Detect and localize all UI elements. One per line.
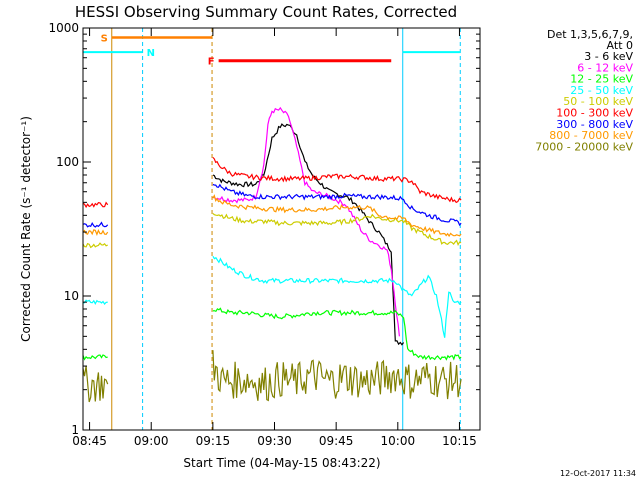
legend-title-1: Att 0: [607, 39, 633, 52]
series-line-8-0: [82, 365, 109, 403]
series-line-8-1: [212, 350, 462, 402]
legend-entry-4: 50 - 100 keV: [563, 95, 633, 108]
series-line-4-1: [212, 213, 462, 246]
legend-entry-6: 300 - 800 keV: [556, 118, 633, 131]
x-tick-label-5: 10:00: [381, 434, 416, 448]
series-line-6-0: [82, 221, 109, 228]
series-line-5-1: [212, 156, 462, 204]
flag-label-0: S: [101, 33, 108, 44]
y-tick-label-2: 100: [56, 155, 79, 169]
series-line-6-1: [212, 183, 462, 227]
series-line-2-1: [212, 307, 462, 361]
series-line-2-0: [82, 354, 108, 361]
legend-entry-8: 7000 - 20000 keV: [535, 140, 633, 153]
series-line-5-0: [82, 201, 109, 209]
chart-title: HESSI Observing Summary Count Rates, Cor…: [75, 3, 457, 21]
series-line-1-0: [212, 106, 400, 337]
x-tick-label-6: 10:15: [442, 434, 477, 448]
series-line-7-1: [212, 194, 462, 238]
x-axis-label: Start Time (04-May-15 08:43:22): [183, 456, 380, 470]
legend-entry-5: 100 - 300 keV: [556, 107, 633, 120]
flag-label-1: N: [147, 48, 155, 59]
x-tick-label-3: 09:30: [257, 434, 292, 448]
flag-label-3: F: [208, 57, 215, 68]
x-tick-label-1: 09:00: [134, 434, 169, 448]
y-axis-ticks: 1 10 100 1000: [48, 21, 480, 437]
series-line-4-0: [82, 242, 108, 249]
series-line-3-1: [212, 255, 462, 338]
y-tick-label-3: 1000: [48, 21, 79, 35]
x-tick-label-4: 09:45: [319, 434, 354, 448]
x-axis-ticks: 08:45 09:00 09:15 09:30 09:45 10:00 10:15: [72, 28, 477, 448]
legend-title-0: Det 1,3,5,6,7,9,: [547, 28, 633, 41]
footer-date: 12-Oct-2017 11:34: [560, 469, 636, 478]
plot-frame: [82, 27, 481, 431]
legend-entry-2: 12 - 25 keV: [570, 73, 633, 86]
series-layer: [82, 106, 462, 403]
legend-entry-3: 25 - 50 keV: [570, 84, 633, 97]
series-line-0-0: [212, 123, 405, 346]
legend-entry-0: 3 - 6 keV: [584, 50, 633, 63]
y-tick-label-0: 1: [71, 423, 79, 437]
legend-entry-7: 800 - 7000 keV: [549, 129, 633, 142]
legend-entry-1: 6 - 12 keV: [577, 61, 633, 74]
vertical-markers: [111, 28, 461, 430]
series-line-7-0: [82, 229, 109, 237]
x-tick-label-2: 09:15: [196, 434, 231, 448]
x-tick-label-0: 08:45: [72, 434, 107, 448]
y-axis-label: Corrected Count Rate (s⁻¹ detector⁻¹): [19, 116, 33, 342]
flag-bars: S N F: [83, 33, 461, 68]
series-line-3-0: [82, 299, 108, 305]
y-tick-label-1: 10: [64, 289, 79, 303]
